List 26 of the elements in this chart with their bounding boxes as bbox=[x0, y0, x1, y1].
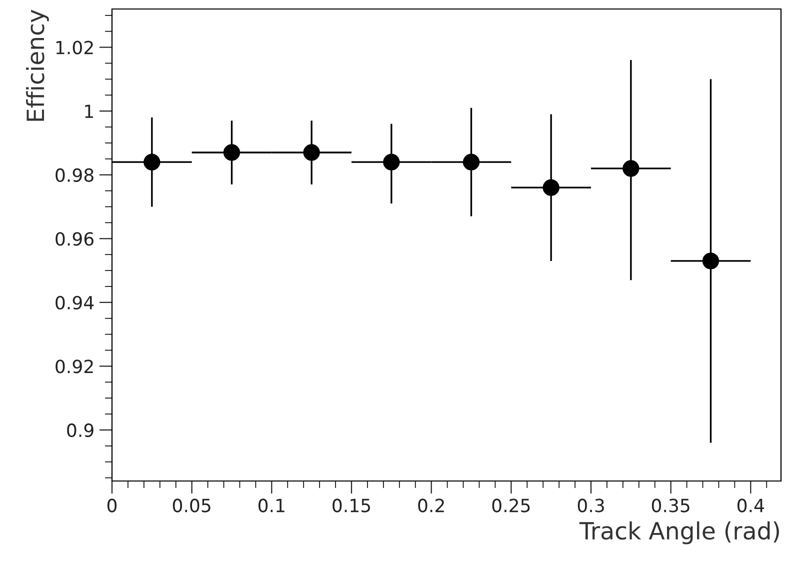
y-tick-label: 0.94 bbox=[56, 296, 94, 310]
point bbox=[144, 154, 160, 170]
point bbox=[383, 154, 400, 170]
x-tick-label: 0.1 bbox=[258, 498, 284, 512]
x-tick-label: 0.15 bbox=[332, 498, 370, 512]
y-tick-label: 0.96 bbox=[56, 232, 94, 246]
y-tick-label: 1 bbox=[85, 104, 93, 118]
point bbox=[542, 179, 560, 196]
y-tick-label: 0.98 bbox=[56, 168, 94, 182]
y-tick-label: 1.02 bbox=[56, 40, 93, 54]
point bbox=[622, 160, 640, 177]
x-tick-label: 0.2 bbox=[418, 498, 444, 512]
x-tick-label: 0.35 bbox=[652, 498, 690, 512]
x-tick-label: 0.3 bbox=[578, 498, 604, 512]
point bbox=[702, 252, 720, 270]
point bbox=[223, 144, 240, 161]
x-tick-label: 0.05 bbox=[172, 498, 210, 512]
y-axis-title: Efficiency bbox=[26, 10, 49, 121]
y-tick-label: 0.92 bbox=[56, 360, 93, 374]
x-tick-label: 0.4 bbox=[737, 498, 764, 512]
x-tick-label: 0.25 bbox=[492, 498, 530, 512]
y-tick-label: 0.9 bbox=[67, 423, 94, 438]
x-tick-label: 0 bbox=[107, 498, 117, 512]
point bbox=[462, 154, 480, 170]
point bbox=[303, 144, 320, 161]
x-axis-title: Track Angle (rad) bbox=[579, 521, 779, 544]
